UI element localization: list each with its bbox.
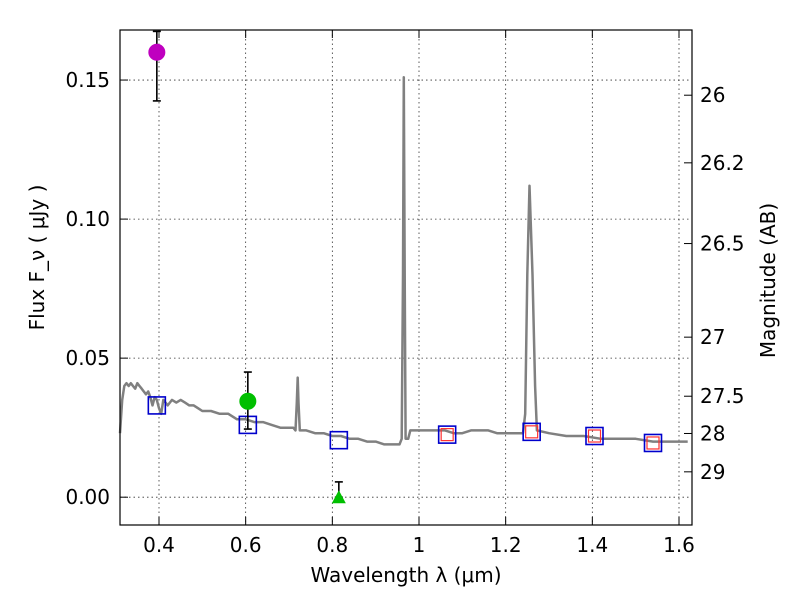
model-photometry-square — [522, 422, 541, 442]
mag-tick-label: 26 — [700, 83, 725, 107]
x-tick-label: 1 — [413, 533, 426, 557]
mag-tick-label: 27 — [700, 325, 725, 349]
x-tick-label: 1.4 — [576, 533, 608, 557]
y-tick-label: 0.15 — [65, 68, 110, 92]
y-tick-label: 0.00 — [65, 485, 110, 509]
observed-photometry-square — [440, 428, 454, 442]
plot-frame — [119, 29, 693, 526]
x-axis-title: Wavelength λ (μm) — [310, 563, 501, 587]
mag-tick-label: 27.5 — [700, 384, 745, 408]
model-photometry-square — [329, 430, 349, 450]
magnitude-axis-title: Magnitude (AB) — [756, 203, 780, 358]
spectrum-layer — [118, 76, 688, 446]
mag-tick-label: 28 — [700, 421, 725, 445]
observed-point-marker — [239, 392, 257, 410]
x-tick-label: 1.6 — [663, 533, 695, 557]
observed-photometry-square — [646, 436, 660, 450]
grid-layer — [120, 30, 692, 525]
model-photometry-square — [147, 396, 167, 415]
mag-tick-label: 29 — [700, 460, 725, 484]
model-photometry-square — [643, 433, 663, 453]
model-spectrum-line — [118, 76, 688, 446]
observed-photometry-square — [587, 429, 602, 443]
points-layer — [147, 30, 663, 504]
x-tick-label: 0.8 — [316, 533, 348, 557]
model-photometry-square — [585, 426, 604, 446]
x-tick-label: 0.4 — [143, 533, 175, 557]
model-photometry-square — [437, 425, 457, 444]
observed-point-marker — [148, 43, 166, 61]
y-axis-title: Flux F_ν ( μJy ) — [25, 185, 49, 331]
y-tick-label: 0.10 — [65, 207, 110, 231]
x-tick-label: 0.6 — [230, 533, 262, 557]
ticks-layer: 0.4 0.6 0.8 1 1.2 1.4 1.6 0.00 0.05 0.10 0.15 26 26.… — [65, 30, 745, 557]
observed-photometry-square — [525, 425, 539, 439]
mag-tick-label: 26.5 — [700, 232, 745, 256]
upper-limit-marker — [331, 490, 346, 504]
mag-tick-label: 26.2 — [700, 151, 745, 175]
y-tick-label: 0.05 — [65, 346, 110, 370]
x-tick-label: 1.2 — [490, 533, 522, 557]
